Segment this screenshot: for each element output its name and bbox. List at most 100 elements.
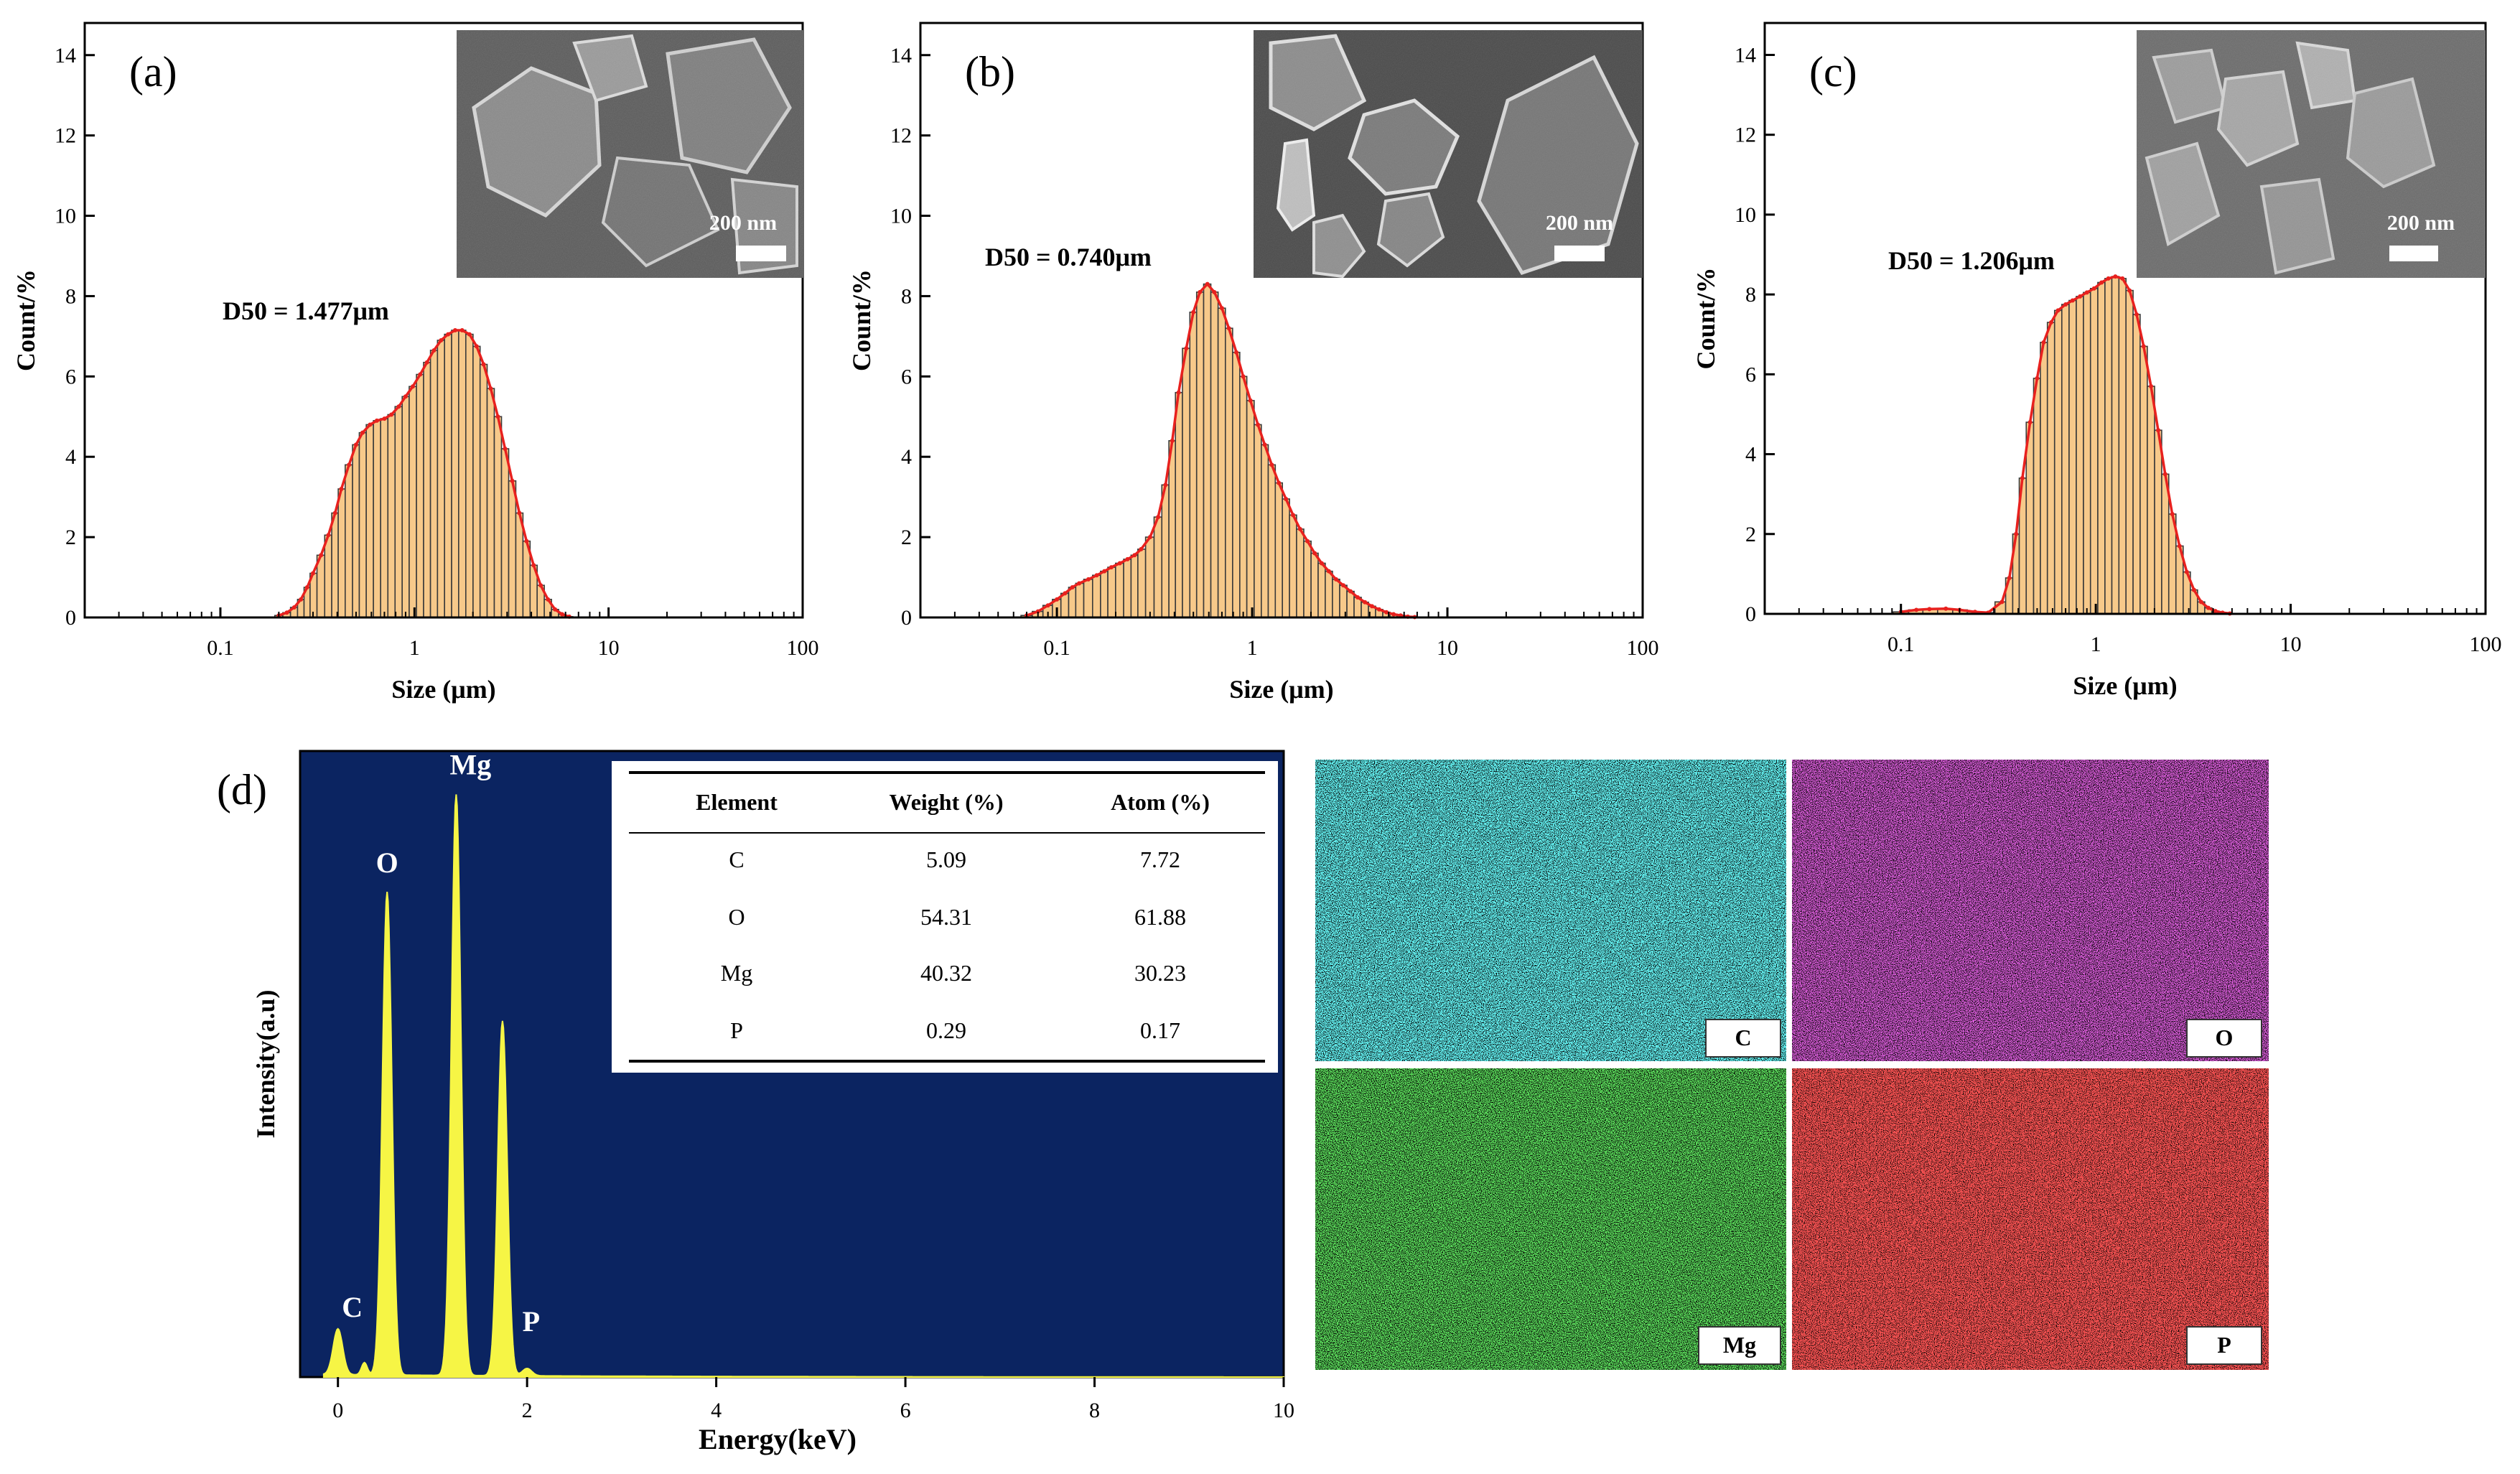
- fit-point: [2213, 609, 2218, 614]
- fit-point: [1132, 553, 1137, 558]
- y-tick-label: 0: [1745, 602, 1756, 626]
- x-tick-label: 4: [711, 1399, 722, 1422]
- histogram-bar: [2089, 287, 2099, 615]
- fit-point: [1102, 569, 1107, 574]
- peak-label: Mg: [449, 749, 491, 781]
- peak-label: C: [342, 1291, 363, 1323]
- histogram-bar: [337, 488, 346, 618]
- x-axis-label: Size (μm): [1229, 675, 1333, 704]
- table-cell: C: [729, 846, 744, 872]
- histogram-bar: [1282, 498, 1290, 618]
- fit-point: [1055, 597, 1060, 602]
- fit-point: [2156, 428, 2161, 433]
- histogram-bar: [365, 424, 374, 618]
- x-tick-label: 100: [2470, 633, 2502, 656]
- fit-point: [2099, 280, 2104, 285]
- fit-point: [2078, 294, 2083, 299]
- histogram-bar: [409, 386, 417, 618]
- table-cell: 5.09: [926, 846, 966, 872]
- table-cell: 30.23: [1134, 960, 1186, 986]
- histogram-bar: [465, 333, 474, 618]
- fit-point: [459, 327, 465, 332]
- fit-point: [410, 384, 415, 389]
- fit-point: [319, 553, 324, 558]
- fit-point: [1109, 565, 1114, 570]
- histogram-bar: [1232, 351, 1241, 618]
- histogram-bar: [2132, 314, 2141, 615]
- fit-point: [1117, 561, 1122, 566]
- histogram-bar: [416, 373, 424, 618]
- fit-point: [2198, 600, 2203, 605]
- sem-scale-label-c: 200 nm: [2387, 211, 2455, 235]
- fit-point: [1176, 390, 1181, 395]
- element-map-mg: Mg: [1315, 1068, 1786, 1370]
- fit-point: [2091, 286, 2096, 291]
- fit-point: [1391, 612, 1396, 617]
- x-tick-label: 0: [332, 1399, 343, 1422]
- fit-point: [559, 612, 564, 617]
- plot-frame: [919, 22, 1644, 619]
- fit-point: [403, 394, 408, 399]
- histogram-bar: [1203, 283, 1212, 618]
- fit-point: [368, 422, 373, 427]
- d50-annotation: D50 = 1.477μm: [223, 297, 389, 325]
- d50-annotation: D50 = 1.206μm: [1888, 246, 2055, 275]
- histogram-bar: [1303, 540, 1312, 618]
- fit-point: [1234, 350, 1239, 355]
- fit-point: [1291, 513, 1296, 518]
- fit-point: [1312, 551, 1317, 556]
- fit-point: [1156, 515, 1161, 520]
- fit-point: [531, 563, 536, 568]
- fit-point: [2106, 276, 2111, 281]
- fit-point: [1147, 535, 1152, 540]
- histogram-bar: [1346, 590, 1355, 618]
- element-map-c: C: [1315, 760, 1786, 1061]
- map-label-p: P: [2217, 1332, 2231, 1358]
- y-tick-label: 0: [65, 606, 76, 630]
- fit-point: [2020, 475, 2025, 480]
- histogram-bar: [331, 512, 339, 618]
- histogram-bar: [1274, 482, 1284, 618]
- fit-point: [1198, 289, 1203, 294]
- fit-point: [1319, 561, 1324, 566]
- table-cell: 0.29: [926, 1017, 966, 1043]
- fit-point: [1226, 326, 1231, 331]
- histogram-bar: [1068, 587, 1077, 618]
- fit-point: [495, 414, 500, 419]
- fit-point: [2007, 575, 2012, 580]
- fit-point: [2206, 605, 2211, 610]
- x-tick-label: 10: [1273, 1399, 1294, 1422]
- fit-point: [1248, 398, 1253, 403]
- y-tick-label: 8: [1745, 283, 1756, 307]
- panel-label: (c): [1809, 48, 1857, 95]
- x-tick-label: 10: [1437, 636, 1458, 660]
- map-label-o: O: [2216, 1025, 2234, 1050]
- fit-point: [374, 418, 379, 423]
- fit-point: [2035, 376, 2040, 381]
- fit-point: [1205, 281, 1210, 286]
- histogram-bar: [1296, 528, 1305, 618]
- fit-point: [1999, 600, 2005, 605]
- fit-point: [1355, 595, 1361, 600]
- table-cell: 7.72: [1140, 846, 1180, 872]
- fit-point: [1277, 480, 1282, 485]
- fit-point: [439, 337, 444, 342]
- x-tick-label: 100: [1627, 636, 1659, 660]
- x-tick-label: 1: [2091, 633, 2101, 656]
- fit-point: [299, 597, 304, 602]
- x-tick-label: 8: [1089, 1399, 1100, 1422]
- x-axis-label: Energy(keV): [699, 1423, 857, 1455]
- fit-point: [2149, 384, 2154, 389]
- histogram-bar: [2139, 345, 2148, 615]
- fit-point: [353, 442, 358, 447]
- fit-point: [1077, 581, 1082, 586]
- fit-point: [1170, 438, 1175, 443]
- fit-point: [1284, 496, 1289, 501]
- histogram-bar: [429, 350, 439, 618]
- fit-point: [2177, 544, 2182, 549]
- fit-point: [304, 585, 309, 590]
- histogram-bar: [472, 345, 481, 618]
- fit-point: [2134, 312, 2139, 317]
- x-tick-label: 10: [2280, 633, 2302, 656]
- histogram-bar: [2147, 386, 2155, 615]
